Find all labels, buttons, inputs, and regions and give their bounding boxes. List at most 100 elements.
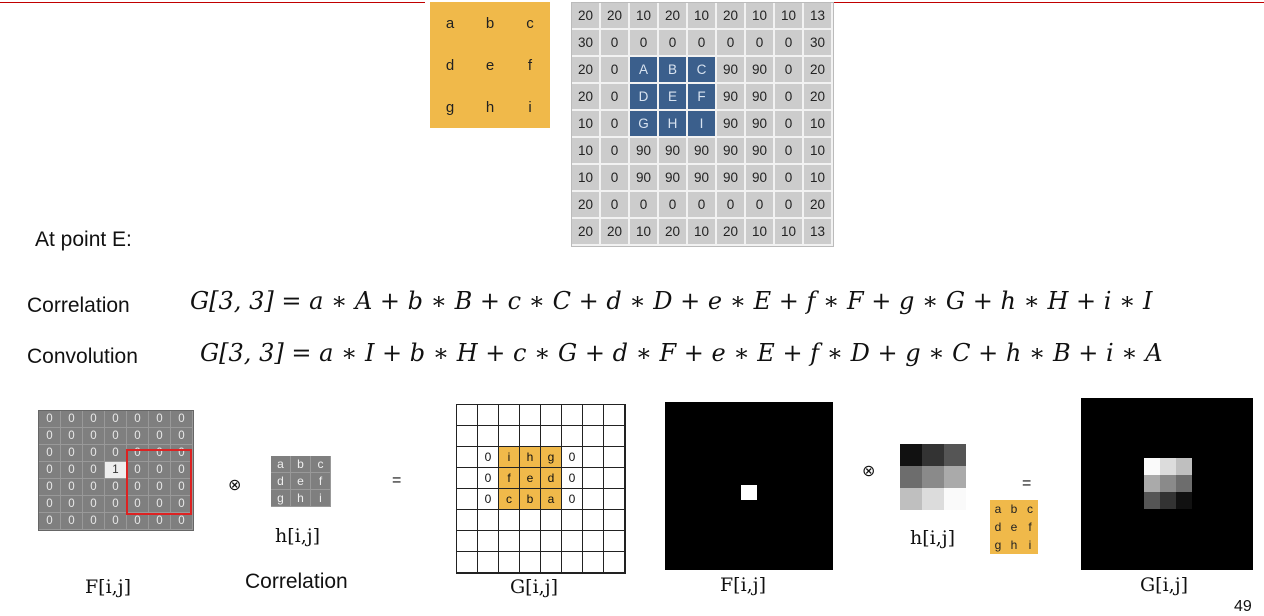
grid-cell bbox=[541, 510, 562, 531]
grid-cell: 0 bbox=[61, 445, 83, 462]
g-cell bbox=[1176, 475, 1192, 492]
grid-cell: 20 bbox=[659, 219, 688, 246]
grid-cell: 0 bbox=[171, 428, 193, 445]
grid-cell: G bbox=[630, 111, 659, 138]
grid-cell: 0 bbox=[61, 462, 83, 479]
grid-cell: 0 bbox=[746, 30, 775, 57]
grid-cell: b bbox=[485, 14, 495, 32]
grid-cell: 0 bbox=[127, 462, 149, 479]
grid-cell bbox=[604, 489, 625, 510]
grid-cell bbox=[583, 426, 604, 447]
grid-cell: 0 bbox=[149, 513, 171, 530]
g-cell bbox=[1176, 492, 1192, 509]
grid-cell bbox=[541, 552, 562, 573]
grid-cell bbox=[457, 531, 478, 552]
grid-cell: E bbox=[659, 84, 688, 111]
grid-cell: 0 bbox=[39, 496, 61, 513]
grid-cell: 20 bbox=[572, 219, 601, 246]
grid-cell: 90 bbox=[659, 138, 688, 165]
grid-cell: 0 bbox=[717, 30, 746, 57]
correlation-caption: Correlation bbox=[245, 570, 348, 593]
grid-cell: i bbox=[1028, 538, 1032, 552]
correlation-equation: G[3, 3] = a ∗ A + b ∗ B + c ∗ C + d ∗ D … bbox=[190, 287, 1153, 315]
grid-cell bbox=[499, 510, 520, 531]
grid-cell: H bbox=[659, 111, 688, 138]
grid-cell bbox=[562, 426, 583, 447]
grid-cell bbox=[478, 531, 499, 552]
grid-cell: 0 bbox=[171, 445, 193, 462]
grid-cell: 10 bbox=[630, 3, 659, 30]
grid-cell bbox=[604, 426, 625, 447]
grid-cell: 0 bbox=[562, 468, 583, 489]
image-grid-top: 20 20 10 20 10 20 10 10 13 30 0 0 0 0 0 0 0 30 20 0 A B C 90 90 0… bbox=[571, 2, 834, 247]
grid-cell: c bbox=[526, 14, 534, 32]
grid-cell: 0 bbox=[83, 479, 105, 496]
grid-cell: 0 bbox=[127, 411, 149, 428]
g-cell bbox=[1160, 458, 1176, 475]
grid-cell: 10 bbox=[746, 3, 775, 30]
grid-cell: 0 bbox=[83, 462, 105, 479]
convolution-label: Convolution bbox=[27, 345, 138, 368]
grid-cell: 0 bbox=[601, 30, 630, 57]
grid-cell bbox=[583, 447, 604, 468]
grid-cell: c bbox=[499, 489, 520, 510]
grid-cell: c bbox=[311, 456, 331, 473]
grid-cell: 13 bbox=[804, 3, 833, 30]
grid-cell: 90 bbox=[630, 138, 659, 165]
grid-cell bbox=[562, 552, 583, 573]
grid-cell bbox=[478, 426, 499, 447]
grid-cell: a bbox=[271, 456, 291, 473]
grid-cell: 0 bbox=[39, 513, 61, 530]
grid-cell: 10 bbox=[572, 111, 601, 138]
grid-cell bbox=[604, 405, 625, 426]
grid-cell: 0 bbox=[61, 479, 83, 496]
grid-cell: h bbox=[291, 490, 311, 507]
page-number: 49 bbox=[1234, 598, 1252, 615]
grid-cell: 10 bbox=[775, 3, 804, 30]
grid-cell bbox=[520, 405, 541, 426]
grid-cell bbox=[583, 531, 604, 552]
grid-cell: 13 bbox=[804, 219, 833, 246]
grid-cell bbox=[604, 447, 625, 468]
grid-cell: 20 bbox=[659, 3, 688, 30]
grid-cell: 0 bbox=[105, 479, 127, 496]
grid-cell: 0 bbox=[39, 445, 61, 462]
h-cell bbox=[944, 488, 966, 510]
grid-cell: 0 bbox=[149, 411, 171, 428]
grid-cell: 0 bbox=[688, 30, 717, 57]
grid-cell: I bbox=[688, 111, 717, 138]
grid-cell: e bbox=[291, 473, 311, 490]
grid-cell: 0 bbox=[688, 192, 717, 219]
grid-cell bbox=[457, 489, 478, 510]
grid-cell: 0 bbox=[39, 411, 61, 428]
grid-cell bbox=[520, 426, 541, 447]
grid-cell: i bbox=[499, 447, 520, 468]
h-cell bbox=[922, 466, 944, 488]
grid-cell: B bbox=[659, 57, 688, 84]
grid-cell: 0 bbox=[105, 496, 127, 513]
grid-cell: e bbox=[485, 56, 495, 74]
grid-cell: 0 bbox=[149, 479, 171, 496]
grid-cell: 90 bbox=[688, 138, 717, 165]
grid-cell: 90 bbox=[659, 165, 688, 192]
grid-cell: f bbox=[499, 468, 520, 489]
grid-cell: 0 bbox=[630, 30, 659, 57]
grid-cell: 20 bbox=[804, 57, 833, 84]
grid-cell: 20 bbox=[804, 192, 833, 219]
grid-cell: 0 bbox=[601, 192, 630, 219]
h-cell bbox=[900, 444, 922, 466]
grid-cell: 20 bbox=[572, 3, 601, 30]
grid-cell: 0 bbox=[775, 30, 804, 57]
grid-cell: 10 bbox=[746, 219, 775, 246]
grid-cell: 20 bbox=[572, 192, 601, 219]
grid-cell: 10 bbox=[688, 3, 717, 30]
grid-cell bbox=[604, 552, 625, 573]
grid-cell: 20 bbox=[804, 84, 833, 111]
grid-cell bbox=[499, 552, 520, 573]
grid-cell: f bbox=[527, 56, 533, 74]
grid-cell: d bbox=[994, 520, 1002, 534]
grid-cell: 0 bbox=[83, 411, 105, 428]
